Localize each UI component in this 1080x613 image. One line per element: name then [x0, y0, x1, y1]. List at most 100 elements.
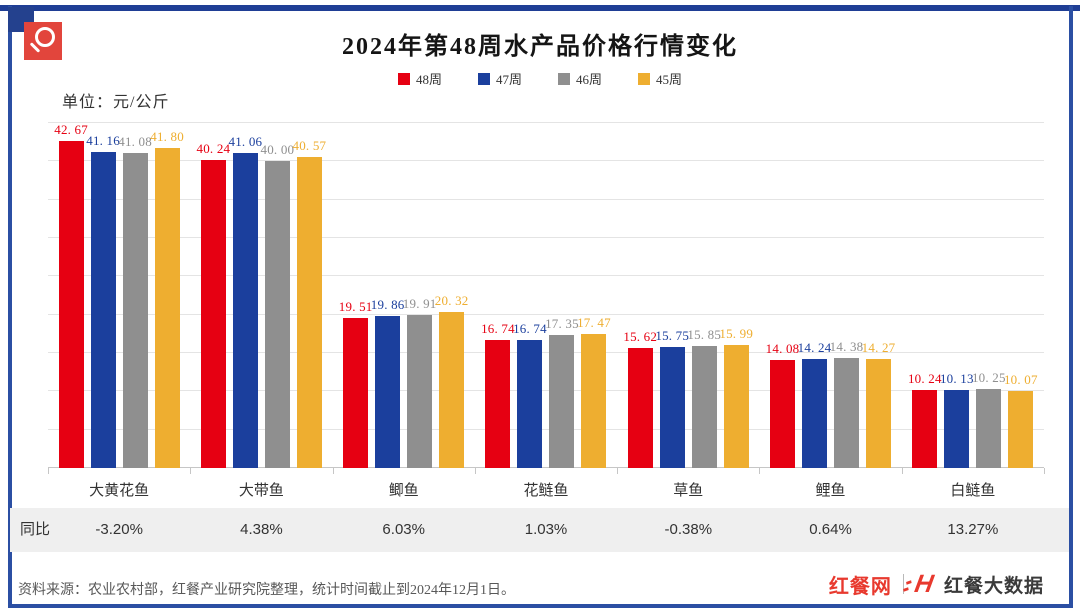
- bar: [90, 152, 116, 468]
- x-axis-tick: [190, 468, 192, 474]
- bar: [154, 147, 180, 468]
- gridline: [48, 198, 1044, 200]
- bar: [375, 315, 401, 468]
- category-label: 白鲢鱼: [950, 483, 996, 499]
- bar: [659, 347, 685, 468]
- legend-item: 48周: [397, 69, 442, 88]
- bar: [627, 348, 653, 468]
- magnifier-icon: [24, 22, 62, 60]
- plot-area: 42. 67 40. 24 19. 51 16. 74 15. 62 14. 08 10. …: [48, 121, 1045, 474]
- category-label: 大黄花鱼: [89, 483, 150, 499]
- bar-value-label: 19. 51: [338, 299, 373, 315]
- category-label: 大带鱼: [238, 483, 284, 499]
- yoy-value: 13.27%: [947, 521, 999, 538]
- bar-value-label: 10. 25: [971, 370, 1006, 386]
- bar: [439, 312, 465, 468]
- yoy-row-label: 同比: [20, 521, 51, 538]
- x-axis-tick: [332, 468, 334, 474]
- gridline: [48, 352, 1044, 353]
- hongcan-h-icon: H: [912, 569, 936, 598]
- bar-value-label: 16. 74: [513, 320, 547, 336]
- legend-label: 46周: [576, 72, 603, 87]
- category-axis: 大黄花鱼 大带鱼 鲫鱼 花鲢鱼 草鱼 鲤鱼 白鲢鱼: [48, 479, 1044, 501]
- bar: [232, 153, 258, 468]
- bar: [122, 153, 148, 468]
- bar: [58, 140, 84, 468]
- unit-label: 单位：元/公斤: [62, 94, 170, 111]
- bar-value-label: 17. 35: [545, 315, 579, 331]
- bar: [866, 358, 892, 468]
- bar: [485, 339, 511, 468]
- category-label: 鲫鱼: [388, 483, 419, 499]
- legend-item: 47周: [477, 69, 522, 88]
- gridline: [48, 428, 1044, 430]
- bar: [944, 390, 970, 468]
- bar: [200, 159, 226, 468]
- brand-separator: [902, 574, 904, 594]
- bar-value-label: 42. 67: [54, 121, 88, 137]
- yoy-value: 6.03%: [382, 521, 425, 538]
- bar: [912, 389, 938, 468]
- bar-value-label: 40. 57: [292, 137, 327, 153]
- category-label: 花鲢鱼: [523, 483, 569, 499]
- bar-value-label: 41. 06: [228, 134, 263, 150]
- legend-swatch: [477, 72, 490, 85]
- gridline: [48, 390, 1044, 392]
- x-axis-tick: [901, 468, 903, 474]
- bar: [549, 334, 575, 468]
- category-label: 鲤鱼: [815, 483, 846, 499]
- bar-value-label: 41. 08: [118, 134, 152, 150]
- brand-hongcan-wang: 红餐网: [828, 575, 892, 598]
- x-axis-tick: [474, 468, 476, 474]
- gridline: [48, 237, 1044, 238]
- source-note: 资料来源：农业农村部，红餐产业研究院整理，统计时间截止到2024年12月1日。: [18, 583, 515, 598]
- bar: [691, 346, 717, 468]
- bar-value-label: 14. 38: [829, 338, 864, 354]
- bar: [802, 358, 828, 468]
- bar-value-label: 14. 08: [765, 341, 800, 357]
- brand-hongcan-big-data: 红餐大数据: [943, 575, 1044, 597]
- page-frame-border: [8, 6, 1073, 608]
- x-axis-tick: [759, 468, 761, 474]
- bar-value-label: 15. 75: [655, 328, 690, 344]
- bar-value-label: 15. 99: [719, 326, 754, 342]
- yoy-value: 1.03%: [524, 521, 568, 538]
- legend-label: 45周: [656, 72, 683, 87]
- bar: [343, 318, 369, 468]
- bar: [581, 334, 607, 468]
- x-axis-tick: [617, 468, 619, 474]
- category-label: 草鱼: [673, 483, 704, 499]
- top-border-bar: [0, 5, 1080, 11]
- legend-item: 46周: [558, 69, 602, 88]
- yoy-value: -3.20%: [95, 521, 143, 538]
- bar-value-label: 41. 16: [86, 133, 120, 149]
- yoy-value: 0.64%: [809, 521, 852, 538]
- bar-value-label: 17. 47: [577, 315, 611, 331]
- bar: [834, 357, 860, 468]
- bar: [296, 156, 322, 468]
- legend-swatch: [397, 72, 410, 85]
- yoy-value: -0.38%: [664, 521, 713, 538]
- legend-label: 48周: [415, 72, 442, 87]
- bar: [407, 315, 433, 468]
- bar-value-label: 15. 62: [623, 329, 658, 345]
- page-title: 2024年第48周水产品价格行情变化: [342, 34, 738, 60]
- bar: [770, 360, 796, 468]
- legend-swatch: [558, 72, 570, 85]
- legend-item: 45周: [638, 69, 682, 88]
- legend: 48周 47周 46周 45周: [0, 69, 1080, 88]
- x-axis-line: [48, 467, 1044, 468]
- gridline: [48, 275, 1044, 277]
- bar-value-label: 14. 24: [797, 339, 832, 355]
- x-axis-tick: [48, 468, 49, 474]
- bar-value-label: 40. 00: [260, 142, 295, 158]
- bar-value-label: 10. 24: [907, 370, 942, 386]
- bar-value-label: 10. 13: [939, 371, 974, 387]
- bar-value-label: 40. 24: [196, 140, 231, 156]
- gridline: [48, 122, 1044, 123]
- yoy-row: 同比 -3.20% 4.38% 6.03% 1.03% -0.38% 0.64% 13.27…: [10, 508, 1069, 552]
- bar: [517, 339, 543, 468]
- bar: [723, 345, 749, 468]
- bar-value-label: 16. 74: [481, 320, 515, 336]
- bar-value-label: 14. 27: [861, 339, 896, 355]
